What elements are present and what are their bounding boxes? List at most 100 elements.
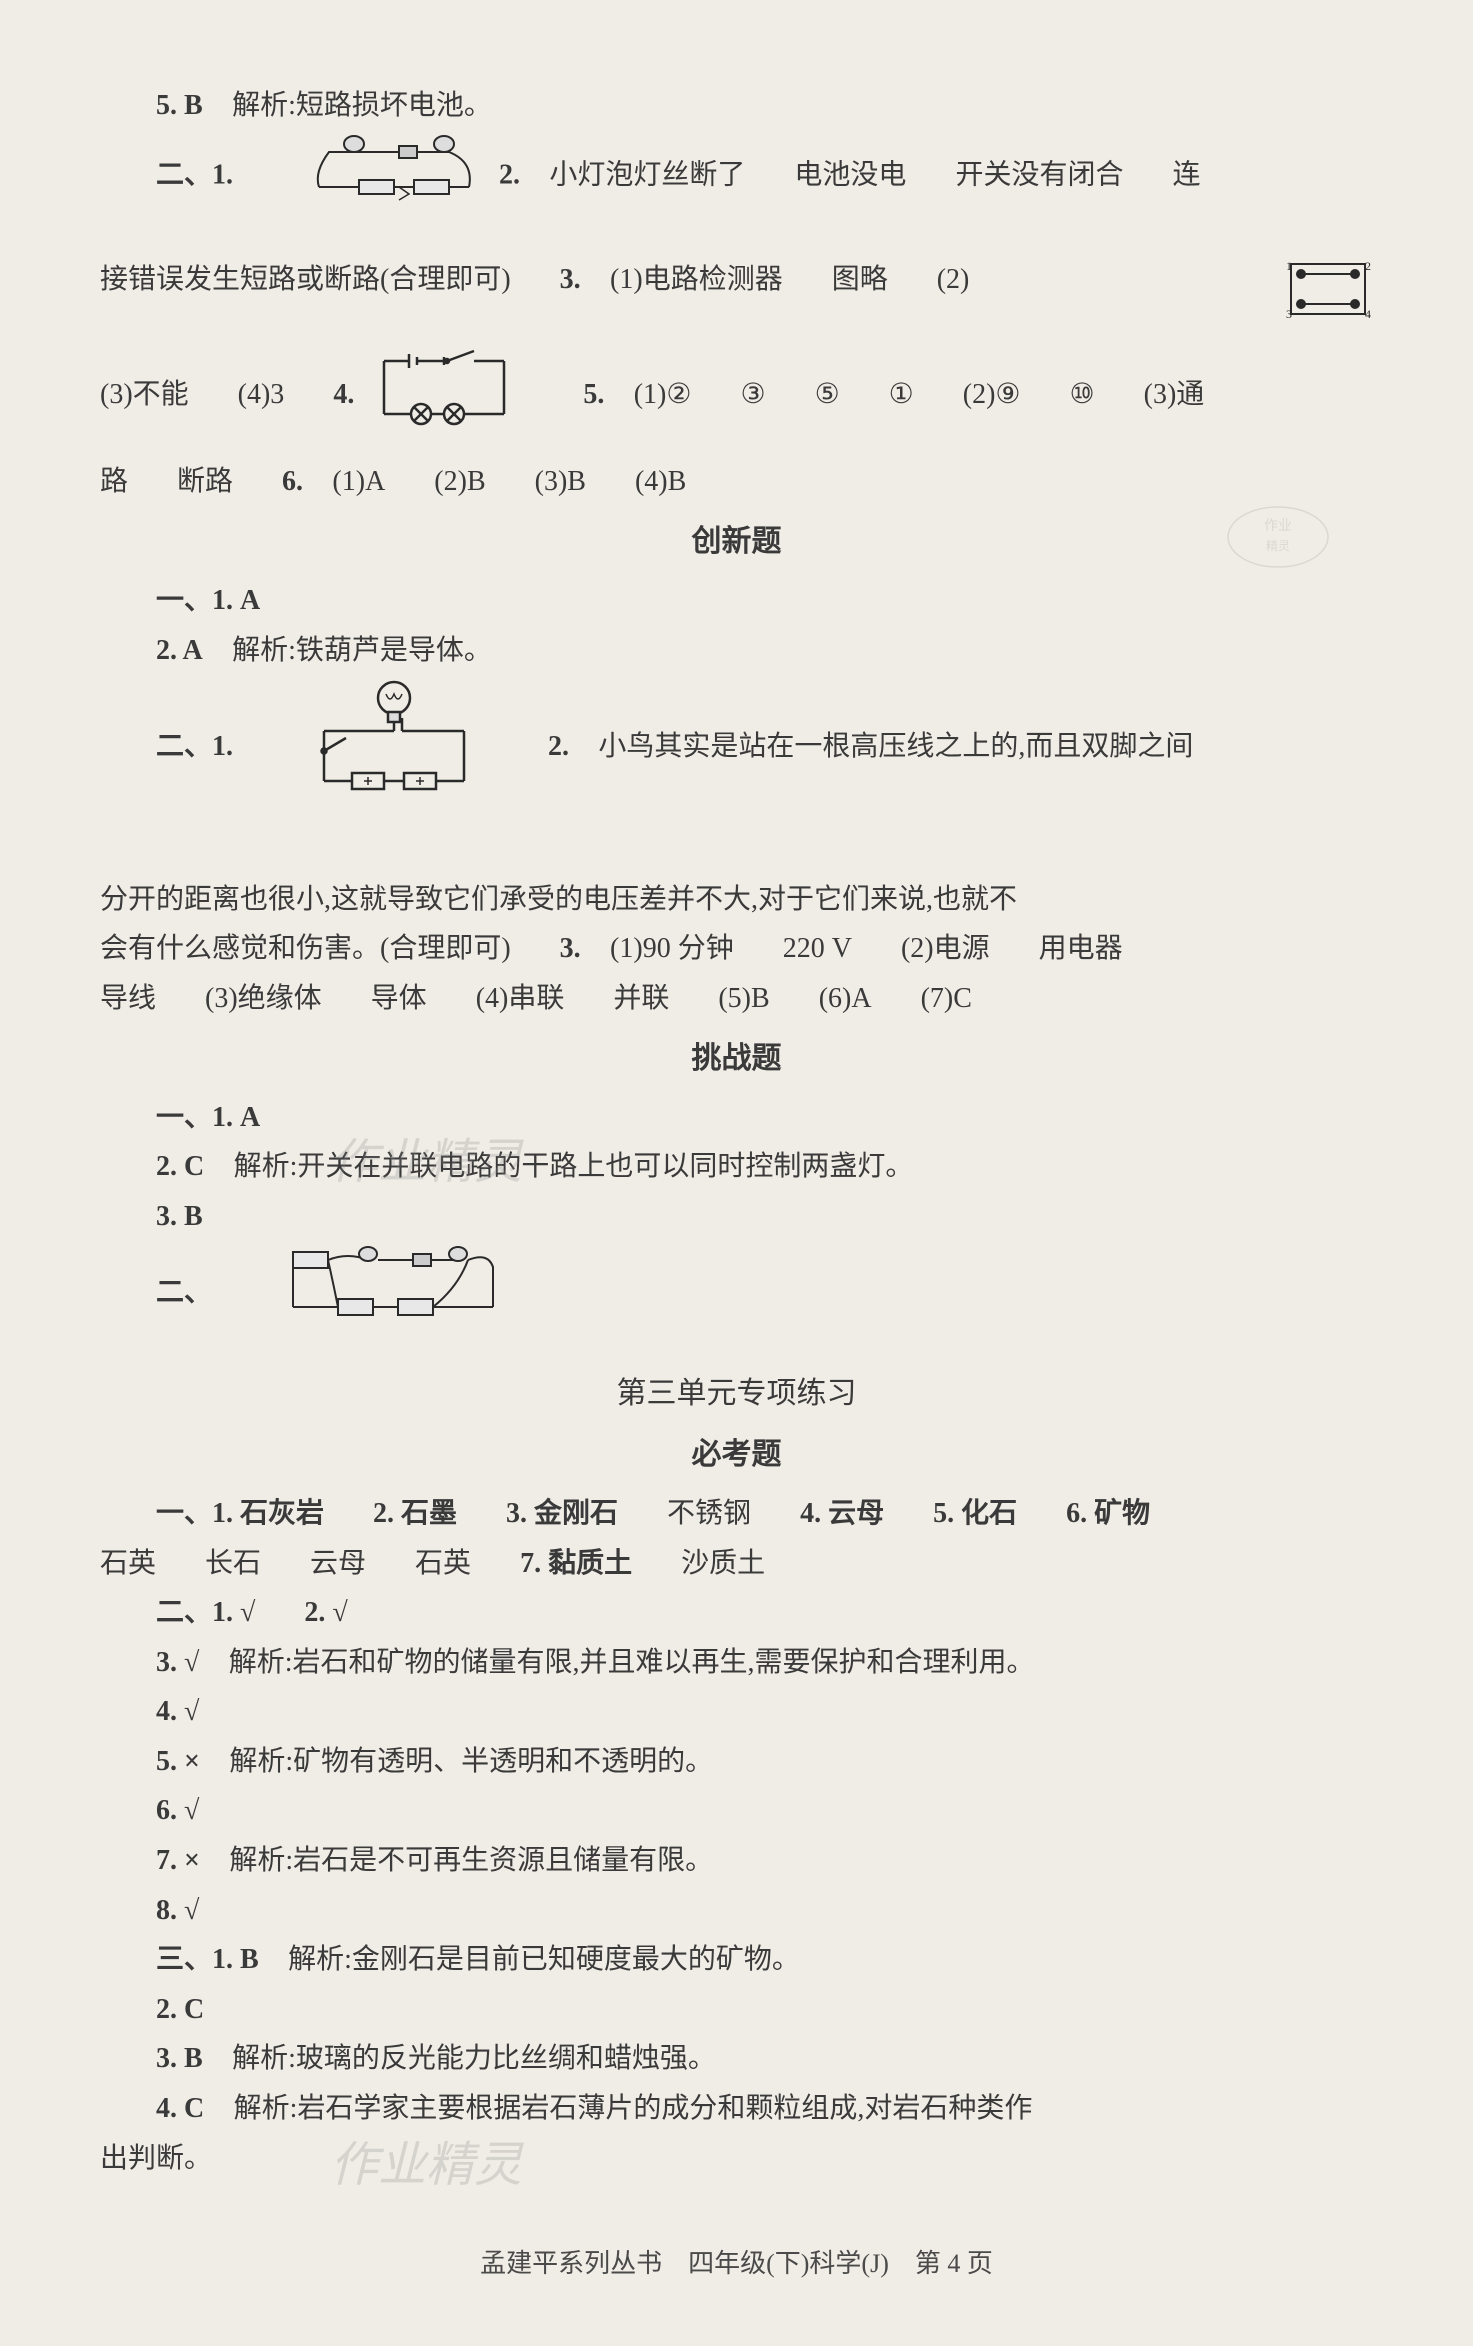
l5-q6-3: (3)B [535,466,586,497]
svg-text:4: 4 [1365,307,1371,321]
u3-s3-3-label: 3. B [156,2043,203,2074]
l5-q6-4: (4)B [635,466,686,497]
l4-a: (3)不能 [100,379,189,410]
line3-a: 接错误发生短路或断路(合理即可) [100,264,511,295]
u3-s2-2: 2. √ [304,1597,347,1628]
l4-q5-6: ⑩ [1070,379,1095,410]
u3-s2-line1: 二、1. √ 2. √ [100,1589,1373,1637]
l4-q5-2: ③ [740,379,765,410]
u3-s2-5: 5. × 解析:矿物有透明、半透明和不透明的。 [100,1738,1373,1786]
inn-s1-1-text: 一、1. A [156,585,260,616]
inn-s2-1: 二、1. [156,731,233,762]
u3-s1-7b: 沙质土 [681,1548,765,1579]
q3-2: (2) [937,264,970,295]
l4-q5-4: ① [889,379,914,410]
page-container: 5. B 解析:短路损坏电池。 二、1. [100,82,1373,2286]
svg-text:作业: 作业 [1264,518,1292,534]
l4-q5-5: (2)⑨ [963,379,1021,410]
inn-q3-2: (2)电源 [901,933,990,964]
u3-s3-1-label: 三、1. B [156,1944,259,1975]
analysis-prefix: 解析: [234,1151,298,1182]
u3-s2-4: 4. √ [100,1688,1373,1736]
u3-s3-4-line2: 出判断。 [100,2135,1373,2183]
u3-s1-1: 一、1. 石灰岩 [156,1498,324,1529]
l4-q5-7: (3)通 [1144,379,1205,410]
q3-1: (1)电路检测器 [610,264,783,295]
l5-q6: 6. [282,466,303,497]
ch-s1-3: 3. B [100,1193,1373,1241]
inn-s2-2-text: 小鸟其实是站在一根高压线之上的,而且双脚之间 [598,731,1193,762]
inn-q3-1b: 220 V [783,933,852,964]
page-footer: 孟建平系列丛书 四年级(下)科学(J) 第 4 页 [100,2242,1373,2286]
ch-s1-2: 2. C 解析:开关在并联电路的干路上也可以同时控制两盏灯。 [100,1143,1373,1191]
u3-s1-2: 2. 石墨 [373,1498,457,1529]
l4-q5: 5. [583,379,604,410]
q5b-analysis: 短路损坏电池。 [296,90,492,121]
u3-s1-6: 6. 矿物 [1066,1498,1150,1529]
inn-line-c-text: 导线 [100,983,156,1014]
u3-s3-3: 3. B 解析:玻璃的反光能力比丝绸和蜡烛强。 [100,2035,1373,2083]
inn-q3-3b: 导体 [371,983,427,1014]
section2-line1: 二、1. 2. [100,132,1373,223]
u3-s2-6: 6. √ [100,1787,1373,1835]
ch-s1-3-text: 3. B [156,1201,203,1232]
u3-s1-3b: 不锈钢 [667,1498,751,1529]
line3: 1 2 3 4 接错误发生短路或断路(合理即可) 3. (1)电路检测器 图略 … [100,256,1373,304]
u3-s2-7: 7. × 解析:岩石是不可再生资源且储量有限。 [100,1837,1373,1885]
ch-s1-1: 一、1. A [100,1094,1373,1142]
innovation-title: 创新题 [100,516,1373,567]
inn-line-b-text: 会有什么感觉和伤害。(合理即可) [100,933,511,964]
inn-s2-2: 2. [548,731,569,762]
u3-s2-8-text: 8. √ [156,1895,199,1926]
ch-s1-1-text: 一、1. A [156,1102,260,1133]
u3-s3-3-analysis: 玻璃的反光能力比丝绸和蜡烛强。 [296,2043,716,2074]
q5b-line: 5. B 解析:短路损坏电池。 [100,82,1373,130]
u3-s2-7-analysis: 岩石是不可再生资源且储量有限。 [293,1845,713,1876]
inn-q3-3: (3)绝缘体 [205,983,322,1014]
analysis-prefix: 解析: [229,1647,293,1678]
unit3-title: 第三单元专项练习 [100,1368,1373,1419]
u3-s3-1: 三、1. B 解析:金刚石是目前已知硬度最大的矿物。 [100,1936,1373,1984]
inn-q3-4b: 并联 [613,983,669,1014]
circuit-square-icon [369,349,519,445]
inn-line-a: 分开的距离也很小,这就导致它们承受的电压差并不大,对于它们来说,也就不 [100,876,1373,924]
analysis-prefix: 解析: [232,635,296,666]
u3-s2-5-analysis: 矿物有透明、半透明和不透明的。 [293,1746,713,1777]
ch-s1-2-label: 2. C [156,1151,204,1182]
u3-s2-4-text: 4. √ [156,1696,199,1727]
l5-b: 断路 [177,466,233,497]
stamp-icon: 作业 精灵 [1223,502,1333,572]
inn-q3-4: (4)串联 [476,983,565,1014]
l4-b: (4)3 [238,379,285,410]
s2-1-prefix: 二、1. [156,159,233,190]
analysis-prefix: 解析: [229,1746,293,1777]
u3-s1-4: 4. 云母 [800,1498,884,1529]
u3-l2-d: 石英 [415,1548,471,1579]
l5-a: 路 [100,466,128,497]
l4-q4: 4. [333,379,354,410]
u3-s2-5-label: 5. × [156,1746,200,1777]
u3-s3-1-analysis: 金刚石是目前已知硬度最大的矿物。 [352,1944,800,1975]
u3-l2-b: 长石 [205,1548,261,1579]
analysis-prefix: 解析: [234,2093,298,2124]
analysis-prefix: 解析: [288,1944,352,1975]
u3-s2-3: 3. √ 解析:岩石和矿物的储量有限,并且难以再生,需要保护和合理利用。 [100,1639,1373,1687]
circuit-diagram-1-icon [248,132,484,223]
inn-q3-5: (5)B [718,983,769,1014]
l4-q5-1: (1)② [634,379,692,410]
q2-text-b: 电池没电 [794,159,906,190]
inn-s1-1: 一、1. A [100,577,1373,625]
inn-q3: 3. [560,933,581,964]
ch-s2-text: 二、 [156,1278,212,1309]
u3-s3-2: 2. C [100,1986,1373,2034]
q2-text-a: 小灯泡灯丝断了 [549,159,745,190]
inn-q3-6: (6)A [819,983,872,1014]
inn-line-b: 会有什么感觉和伤害。(合理即可) 3. (1)90 分钟 220 V (2)电源… [100,925,1373,973]
inn-q3-1: (1)90 分钟 [610,933,734,964]
u3-s2-6-text: 6. √ [156,1795,199,1826]
u3-s2-7-label: 7. × [156,1845,200,1876]
inn-s1-2-label: 2. A [156,635,203,666]
l5-q6-1: (1)A [332,466,385,497]
u3-s2-8: 8. √ [100,1887,1373,1935]
q2-text-c: 开关没有闭合 [955,159,1123,190]
